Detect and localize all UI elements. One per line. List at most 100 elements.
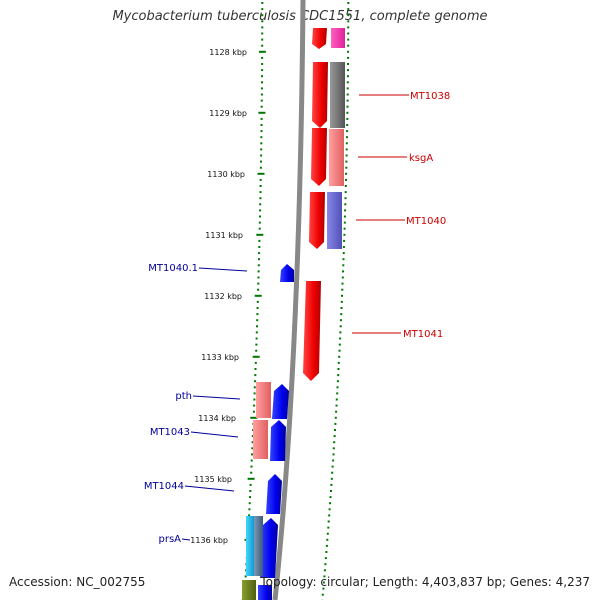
gene-arrow[interactable] [272,384,289,419]
gene-label-ksga[interactable]: ksgA [409,153,433,164]
gene-arrow[interactable] [266,474,282,514]
scale-tick [261,69,264,72]
accession-text: Accession: NC_002755 [9,575,146,589]
scale-tick [260,93,263,96]
scale-tick [261,14,264,17]
scale-tick [258,227,261,230]
scale-tick [331,465,334,468]
scale-tick [257,288,260,291]
scale-tick [260,117,263,120]
scale-tick [259,185,262,187]
gene-label-mt1038[interactable]: MT1038 [410,91,450,102]
scale-tick [347,2,350,4]
label-leader [190,431,239,438]
scale-tick [338,349,341,352]
scale-tick [329,502,332,505]
scale-tick [256,307,259,309]
scale-tick [344,209,347,212]
scale-tick [342,270,344,273]
gene-label-mt1043[interactable]: MT1043 [150,427,190,438]
scale-tick [342,252,345,255]
scale-tick [254,374,257,377]
gene-label-mt1040[interactable]: MT1040 [406,216,446,227]
scale-tick [334,416,337,419]
scale-tick [332,459,335,462]
gene-label-mt1044[interactable]: MT1044 [144,481,184,492]
scale-tick [329,496,332,499]
scale-tick [340,313,343,316]
gene-label-mt1041[interactable]: MT1041 [403,329,443,340]
tick-label-1128: 1128 kbp [209,48,247,57]
gene-arrow[interactable] [312,28,327,49]
scale-tick [260,136,263,139]
scale-tick [256,300,259,303]
scale-track [241,2,266,600]
outer-track [321,2,350,600]
scale-tick [249,483,252,486]
scale-tick [345,172,348,175]
gene-arrow[interactable] [312,62,328,128]
scale-tick [257,270,260,273]
cog-block [242,580,256,600]
cog-block [331,28,345,48]
gene-arrow[interactable] [258,585,272,600]
scale-tick [255,337,258,340]
scale-tick [344,203,347,206]
scale-tick [328,508,331,511]
reverse-function-track [242,382,271,600]
scale-tick [347,44,350,47]
map-title: Mycobacterium tuberculosis CDC1551, comp… [112,9,488,24]
scale-tick [259,191,262,194]
scale-tick [347,26,350,29]
scale-tick [261,63,264,65]
gene-label-mt1040-1[interactable]: MT1040.1 [148,263,198,274]
gene-arrow[interactable] [311,128,327,186]
scale-tick [326,538,329,541]
scale-tick [344,197,347,200]
scale-tick [343,215,346,218]
topology-text: Topology: circular; Length: 4,403,837 bp… [260,575,590,589]
scale-tick [251,435,254,438]
scale-tick [325,544,328,547]
scale-tick [330,490,332,492]
label-leader [181,538,191,541]
scale-tick-major [247,477,255,480]
scale-tick-major [258,111,266,114]
tick-label-1129: 1129 kbp [209,109,247,118]
tick-label-1136: 1136 kbp [190,536,228,545]
scale-tick [244,575,247,578]
scale-tick [341,282,344,285]
gene-label-prsa[interactable]: prsA [158,534,181,545]
scale-tick [344,185,347,187]
scale-tick [260,87,263,90]
scale-tick [261,38,264,41]
forward-strand [303,28,328,381]
scale-tick [347,56,350,59]
scale-tick [257,282,260,285]
scale-tick [260,124,263,126]
gene-arrow[interactable] [260,518,278,578]
gene-arrow[interactable] [280,264,294,282]
scale-tick [335,410,338,413]
scale-tick [251,453,253,456]
scale-tick-major [252,355,260,358]
gene-arrow[interactable] [270,420,286,461]
scale-tick [250,471,253,474]
scale-tick [336,380,339,383]
gene-arrow[interactable] [303,281,321,381]
scale-tick [337,368,340,370]
gene-label-pth[interactable]: pth [175,391,192,402]
scale-tick [258,252,261,255]
scale-tick [334,429,336,431]
label-leader [192,395,241,400]
scale-tick [257,264,260,267]
gene-arrow[interactable] [309,192,325,249]
scale-tick [331,471,334,474]
scale-tick [249,490,252,492]
scale-tick [261,20,264,23]
function-track [327,28,345,249]
scale-tick [346,111,349,114]
scale-tick [342,258,345,261]
scale-tick [341,288,344,291]
scale-tick [254,380,257,383]
